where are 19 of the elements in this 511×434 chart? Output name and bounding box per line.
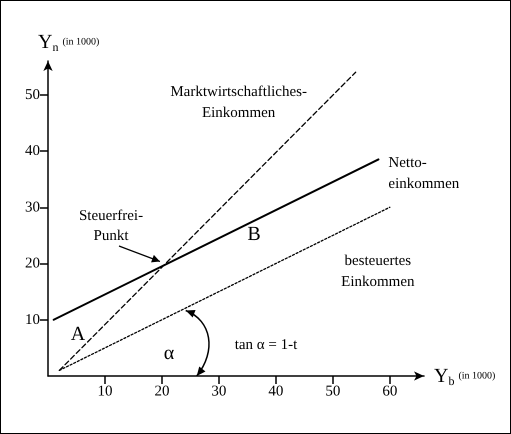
y-tick-label: 50 <box>25 86 40 103</box>
y-tick-label: 30 <box>25 199 40 216</box>
y-tick-label: 20 <box>25 256 40 272</box>
y-tick-label: 40 <box>25 143 40 159</box>
x-tick-label: 20 <box>154 384 170 400</box>
y-tick-label: 10 <box>25 312 40 328</box>
annotation: tan α = 1-t <box>234 337 298 353</box>
annotation: B <box>247 223 261 245</box>
x-tick-label: 30 <box>211 384 226 400</box>
x-tick-label: 60 <box>382 384 398 400</box>
x-tick-label: 50 <box>325 384 340 400</box>
annotation: Steuerfrei- Punkt <box>78 208 144 244</box>
annotation: α <box>164 342 175 364</box>
series-label: Netto- einkommen <box>388 154 460 192</box>
x-tick-label: 40 <box>268 384 284 400</box>
series-label: Marktwirtschaftliches- Einkommen <box>170 84 307 121</box>
x-tick-label: 10 <box>97 384 112 400</box>
annotation: A <box>70 323 86 345</box>
series-label: besteuertes Einkommen <box>341 252 415 290</box>
